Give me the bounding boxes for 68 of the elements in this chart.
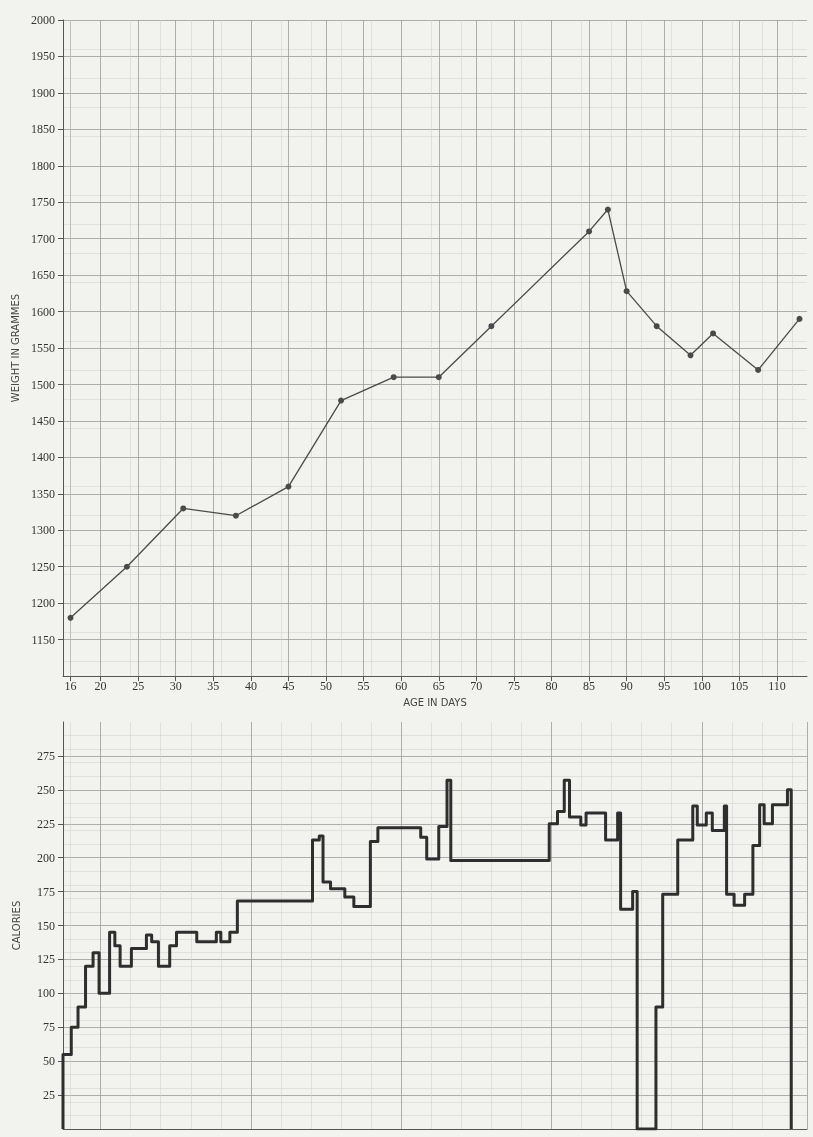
- x-axis-title: AGE IN DAYS: [403, 696, 467, 708]
- y-tick-label: 225: [37, 816, 55, 831]
- y-tick-label: 1150: [31, 632, 55, 647]
- x-tick-label: 25: [132, 679, 145, 694]
- y-tick-label: 125: [37, 952, 55, 967]
- x-tick-label: 55: [357, 679, 370, 694]
- y-tick-label: 1300: [31, 523, 55, 538]
- y-tick-label: 1400: [31, 450, 55, 465]
- x-tick-label: 35: [207, 679, 220, 694]
- y-axis-title: WEIGHT IN GRAMMES: [9, 293, 21, 403]
- y-axis-title: CALORIES: [10, 900, 22, 951]
- y-tick-label: 25: [43, 1088, 55, 1103]
- y-tick-label: 1450: [31, 413, 55, 428]
- point: [488, 323, 495, 330]
- x-tick-label: 65: [432, 679, 445, 694]
- x-tick-label: 45: [282, 679, 295, 694]
- x-tick-label: 16: [64, 679, 77, 694]
- y-tick-label: 1950: [31, 49, 55, 64]
- y-tick-label: 1250: [31, 559, 55, 574]
- point: [796, 315, 803, 322]
- y-tick-label: 50: [43, 1054, 55, 1069]
- point: [604, 206, 611, 213]
- y-tick-label: 1200: [31, 596, 55, 611]
- y-tick-label: 250: [37, 782, 55, 797]
- x-tick-label: 90: [620, 679, 633, 694]
- x-tick-label: 95: [658, 679, 671, 694]
- x-tick-label: 80: [545, 679, 558, 694]
- x-tick-label: 70: [470, 679, 483, 694]
- point: [586, 228, 593, 235]
- x-tick-label: 60: [395, 679, 408, 694]
- y-tick-label: 1800: [31, 158, 55, 173]
- y-tick-label: 275: [37, 748, 55, 763]
- point: [623, 288, 630, 295]
- x-tick-label: 85: [583, 679, 596, 694]
- x-tick-label: 105: [730, 679, 749, 694]
- point: [123, 563, 130, 570]
- point: [338, 397, 345, 404]
- y-tick-label: 1750: [31, 195, 55, 210]
- point: [710, 330, 717, 337]
- y-tick-label: 1900: [31, 85, 55, 100]
- y-tick-label: 100: [37, 986, 55, 1001]
- y-tick-label: 2000: [31, 13, 55, 27]
- y-tick-label: 75: [43, 1020, 55, 1035]
- x-tick-label: 75: [507, 679, 520, 694]
- y-tick-label: 1600: [31, 304, 55, 319]
- y-tick-label: 1850: [31, 122, 55, 137]
- point: [390, 374, 397, 381]
- y-tick-label: 1700: [31, 231, 55, 246]
- y-tick-label: 1650: [31, 268, 55, 283]
- y-tick-label: 1500: [31, 377, 55, 392]
- y-tick-label: 175: [37, 884, 55, 899]
- y-tick-label: 1350: [31, 486, 55, 501]
- x-tick-label: 40: [244, 679, 257, 694]
- x-tick-label: 110: [768, 679, 786, 694]
- x-tick-label: 50: [320, 679, 333, 694]
- point: [180, 505, 187, 512]
- x-tick-label: 20: [94, 679, 107, 694]
- x-tick-label: 100: [692, 679, 711, 694]
- point: [435, 374, 442, 381]
- y-tick-label: 150: [37, 918, 55, 933]
- point: [653, 323, 660, 330]
- point: [285, 483, 292, 490]
- point: [755, 366, 762, 373]
- point: [232, 512, 239, 519]
- y-tick-label: 1550: [31, 341, 55, 356]
- y-tick-label: 200: [37, 850, 55, 865]
- point: [67, 614, 74, 621]
- x-tick-label: 30: [169, 679, 182, 694]
